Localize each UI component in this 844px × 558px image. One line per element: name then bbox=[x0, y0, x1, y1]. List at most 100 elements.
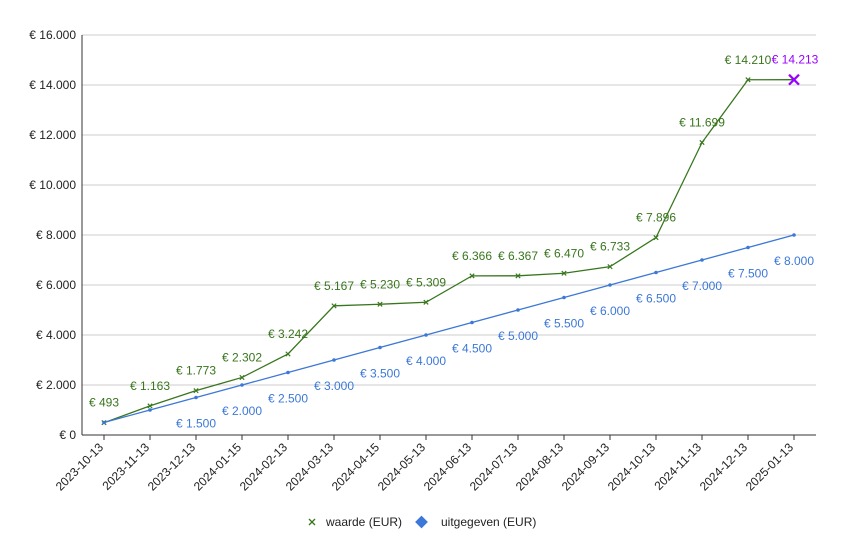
data-label-waarde: € 3.242 bbox=[268, 327, 308, 341]
data-label-waarde: € 11.699 bbox=[679, 116, 725, 130]
point-marker-dot bbox=[562, 295, 566, 300]
marker-stroke bbox=[607, 264, 613, 270]
marker-stroke bbox=[788, 73, 800, 86]
x-tick-label: 2023-10-13 bbox=[53, 440, 107, 494]
data-label-waarde: € 1.773 bbox=[176, 364, 216, 378]
point-marker-x bbox=[788, 73, 800, 86]
data-label-waarde: € 5.230 bbox=[360, 277, 400, 291]
y-tick-label: € 6.000 bbox=[36, 278, 76, 292]
marker-stroke bbox=[193, 388, 199, 394]
data-label-uitgegeven: € 2.500 bbox=[268, 392, 308, 406]
point-marker-dot bbox=[148, 408, 152, 412]
point-marker-dot bbox=[378, 345, 382, 350]
marker-stroke bbox=[423, 299, 429, 305]
data-label-uitgegeven: € 1.500 bbox=[176, 417, 216, 431]
point-marker-x bbox=[377, 301, 383, 307]
data-label-uitgegeven: € 7.000 bbox=[682, 279, 722, 293]
point-marker-x bbox=[515, 273, 521, 279]
x-tick-label: 2024-09-13 bbox=[559, 440, 613, 494]
y-tick-label: € 12.000 bbox=[29, 128, 76, 142]
x-tick-label: 2024-07-13 bbox=[467, 440, 521, 494]
data-label-uitgegeven: € 2.000 bbox=[222, 404, 262, 418]
x-tick-label: 2024-01-15 bbox=[191, 440, 245, 494]
data-label-uitgegeven: € 6.000 bbox=[590, 304, 630, 318]
point-marker-x bbox=[147, 403, 153, 409]
point-marker-x bbox=[607, 264, 613, 270]
point-marker-dot bbox=[746, 245, 750, 250]
data-label-waarde: € 6.366 bbox=[452, 249, 492, 263]
point-marker-x bbox=[331, 303, 337, 309]
data-label-waarde: € 493 bbox=[89, 396, 119, 410]
x-tick-label: 2024-04-15 bbox=[329, 440, 383, 494]
point-marker-x bbox=[653, 234, 659, 241]
point-marker-dot bbox=[286, 370, 290, 375]
y-tick-label: € 0 bbox=[59, 428, 76, 442]
point-marker-dot bbox=[608, 283, 612, 287]
data-label-waarde: € 1.163 bbox=[130, 379, 170, 393]
point-marker-dot bbox=[792, 233, 796, 237]
point-marker-dot bbox=[700, 258, 704, 262]
x-tick-label: 2024-08-13 bbox=[513, 440, 567, 494]
x-tick-label: 2023-12-13 bbox=[145, 440, 199, 494]
y-tick-label: € 16.000 bbox=[29, 28, 76, 42]
marker-stroke bbox=[308, 518, 316, 526]
data-label-waarde: € 7.896 bbox=[636, 211, 676, 225]
marker-stroke bbox=[653, 234, 659, 241]
legend-swatch-uitgegeven bbox=[415, 515, 428, 529]
marker-stroke bbox=[147, 403, 153, 409]
x-tick-label: 2024-10-13 bbox=[605, 440, 659, 494]
marker-stroke bbox=[239, 374, 245, 381]
data-label-uitgegeven: € 4.000 bbox=[406, 354, 446, 368]
marker-stroke bbox=[745, 77, 751, 83]
x-tick-label: 2024-12-13 bbox=[697, 440, 751, 494]
point-marker-x bbox=[239, 374, 245, 381]
point-marker-dot bbox=[516, 308, 520, 312]
data-label-waarde: € 14.213 bbox=[772, 53, 819, 67]
x-tick-label: 2024-05-13 bbox=[375, 440, 429, 494]
marker-stroke bbox=[515, 273, 521, 279]
point-marker-x bbox=[561, 270, 567, 276]
point-marker-dot bbox=[424, 333, 428, 337]
data-label-uitgegeven: € 3.500 bbox=[360, 367, 400, 381]
x-tick-label: 2024-03-13 bbox=[283, 440, 337, 494]
point-marker-x bbox=[469, 273, 475, 279]
data-label-uitgegeven: € 4.500 bbox=[452, 342, 492, 356]
x-tick-label: 2023-11-13 bbox=[99, 440, 152, 493]
point-marker-dot bbox=[240, 383, 244, 387]
point-marker-x bbox=[308, 518, 316, 526]
series-line-uitgegeven bbox=[103, 234, 795, 424]
data-label-uitgegeven: € 8.000 bbox=[774, 254, 814, 268]
data-label-uitgegeven: € 3.000 bbox=[314, 379, 354, 393]
data-label-waarde: € 14.210 bbox=[725, 53, 772, 67]
point-marker-x bbox=[423, 299, 429, 305]
marker-stroke bbox=[699, 139, 705, 146]
data-label-waarde: € 6.367 bbox=[498, 249, 538, 263]
legend-label-uitgegeven: uitgegeven (EUR) bbox=[441, 515, 536, 529]
data-label-waarde: € 2.302 bbox=[222, 350, 262, 364]
point-marker-dot bbox=[194, 395, 198, 400]
marker-stroke bbox=[377, 301, 383, 307]
x-tick-label: 2024-02-13 bbox=[237, 440, 291, 494]
y-tick-label: € 4.000 bbox=[36, 328, 76, 342]
y-tick-label: € 10.000 bbox=[29, 178, 76, 192]
data-label-uitgegeven: € 6.500 bbox=[636, 292, 676, 306]
y-tick-label: € 8.000 bbox=[36, 228, 76, 242]
point-marker-x bbox=[193, 388, 199, 394]
data-label-waarde: € 6.470 bbox=[544, 246, 584, 260]
point-marker-dot bbox=[332, 358, 336, 362]
legend: waarde (EUR) uitgegeven (EUR) bbox=[308, 515, 536, 529]
series-layer bbox=[101, 73, 800, 426]
y-tick-label: € 14.000 bbox=[29, 78, 76, 92]
marker-stroke bbox=[561, 270, 567, 276]
point-marker-dot bbox=[654, 270, 658, 275]
grid-layer bbox=[82, 34, 816, 386]
x-tick-label: 2024-11-13 bbox=[651, 440, 704, 493]
data-label-waarde: € 5.309 bbox=[406, 275, 446, 289]
point-marker-dot bbox=[102, 420, 106, 425]
data-label-uitgegeven: € 5.500 bbox=[544, 317, 584, 331]
point-marker-x bbox=[699, 139, 705, 146]
point-marker-x bbox=[285, 351, 291, 357]
data-label-waarde: € 6.733 bbox=[590, 240, 630, 254]
